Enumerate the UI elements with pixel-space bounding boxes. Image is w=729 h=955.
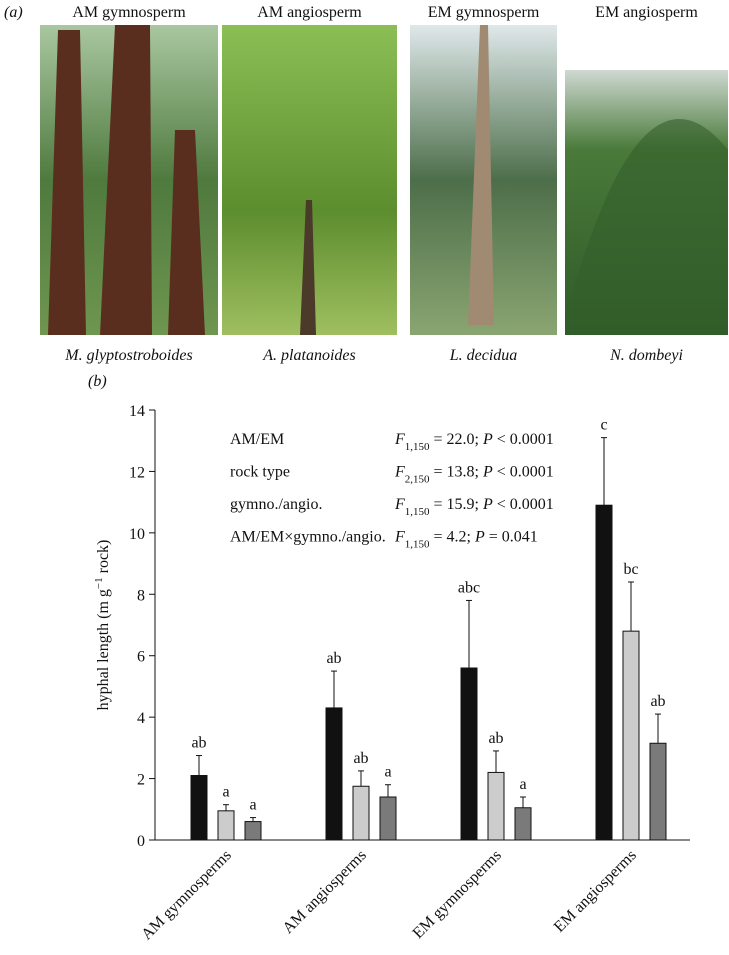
y-label-part: hyphal length (m g xyxy=(95,589,112,710)
significance-letter: abc xyxy=(458,579,480,596)
stat-part: < 0.0001 xyxy=(493,464,554,481)
canopy xyxy=(565,118,728,335)
x-tick-label: EM angiosperms xyxy=(551,847,640,936)
panel-label: (b) xyxy=(88,373,107,390)
stat-term: rock type xyxy=(230,464,290,481)
stat-part: 1,150 xyxy=(405,506,430,518)
y-tick-label: 12 xyxy=(129,464,145,481)
species-label: M. glyptostroboides xyxy=(64,347,192,364)
significance-letter: ab xyxy=(488,730,503,747)
photo-group-label: EM gymnosperm xyxy=(428,4,540,21)
bar xyxy=(622,630,640,841)
y-axis-label: hyphal length (m g−1 rock) xyxy=(93,540,112,711)
stat-text: F2,150 = 13.8; P < 0.0001 xyxy=(394,464,554,486)
stat-term: gymno./angio. xyxy=(230,496,322,513)
significance-letter: ab xyxy=(650,693,665,710)
bar xyxy=(217,810,235,841)
species-label: N. dombeyi xyxy=(609,347,683,364)
x-tick-label: EM gymnosperms xyxy=(410,847,505,942)
stat-part: = 13.8; xyxy=(430,464,483,481)
stat-part: F xyxy=(394,529,405,546)
photo-group-label: AM angiosperm xyxy=(257,4,362,21)
stat-part: P xyxy=(482,431,493,448)
y-tick-label: 8 xyxy=(137,587,145,604)
panel-label: (a) xyxy=(4,4,23,21)
stat-text: F1,150 = 22.0; P < 0.0001 xyxy=(394,431,554,453)
bar xyxy=(460,667,478,841)
y-tick-label: 4 xyxy=(137,710,145,727)
stat-part: 2,150 xyxy=(405,474,430,486)
x-tick-label: AM gymnosperms xyxy=(138,847,235,944)
y-tick-label: 0 xyxy=(137,833,145,850)
stat-text: F1,150 = 15.9; P < 0.0001 xyxy=(394,496,554,518)
bar xyxy=(595,504,613,841)
bar xyxy=(487,771,505,841)
species-label: A. platanoides xyxy=(262,347,355,364)
species-label: L. decidua xyxy=(449,347,518,364)
bar xyxy=(325,707,343,841)
significance-letter: ab xyxy=(191,735,206,752)
significance-letter: c xyxy=(600,417,607,434)
stat-part: = 22.0; xyxy=(430,431,483,448)
stat-part: P xyxy=(482,464,493,481)
photo-group-label: EM angiosperm xyxy=(595,4,698,21)
bar xyxy=(514,807,532,841)
stat-text: F1,150 = 4.2; P = 0.041 xyxy=(394,529,538,551)
y-label-part: rock) xyxy=(95,540,112,578)
significance-letter: ab xyxy=(353,750,368,767)
stat-term: AM/EM×gymno./angio. xyxy=(230,529,386,546)
stat-part: < 0.0001 xyxy=(493,431,554,448)
x-tick-label: AM angiosperms xyxy=(280,847,370,937)
significance-letter: ab xyxy=(326,650,341,667)
stat-part: P xyxy=(482,496,493,513)
bar xyxy=(379,796,397,841)
trunk xyxy=(48,25,205,335)
trunk xyxy=(468,25,494,325)
photo-group-label: AM gymnosperm xyxy=(72,4,186,21)
y-tick-label: 10 xyxy=(129,526,145,543)
significance-letter: a xyxy=(249,797,256,814)
stat-term: AM/EM xyxy=(230,431,284,448)
stat-part: = 15.9; xyxy=(430,496,483,513)
y-tick-label: 2 xyxy=(137,772,145,789)
y-label-part: −1 xyxy=(93,577,105,589)
y-tick-label: 14 xyxy=(129,403,145,420)
trunk xyxy=(300,200,316,335)
bar xyxy=(352,785,370,841)
bar xyxy=(649,742,667,841)
significance-letter: a xyxy=(384,764,391,781)
stat-part: F xyxy=(394,464,405,481)
stat-part: < 0.0001 xyxy=(493,496,554,513)
stat-part: = 4.2; xyxy=(430,529,475,546)
photo-panel xyxy=(40,25,728,335)
stat-part: P xyxy=(474,529,485,546)
stat-part: F xyxy=(394,496,405,513)
stat-part: F xyxy=(394,431,405,448)
stat-part: 1,150 xyxy=(405,441,430,453)
bar xyxy=(244,821,262,841)
bar xyxy=(190,775,208,841)
stat-part: 1,150 xyxy=(405,539,430,551)
y-tick-label: 6 xyxy=(137,649,145,666)
significance-letter: a xyxy=(519,776,526,793)
significance-letter: a xyxy=(222,784,229,801)
stat-part: = 0.041 xyxy=(485,529,538,546)
significance-letter: bc xyxy=(623,561,638,578)
